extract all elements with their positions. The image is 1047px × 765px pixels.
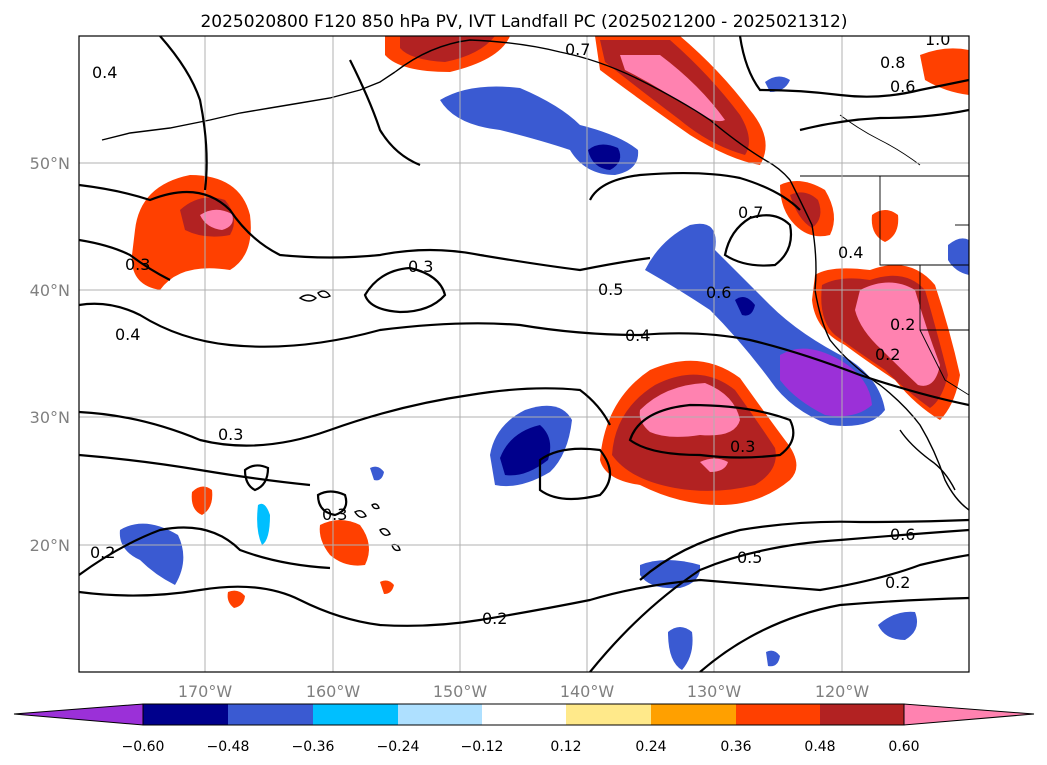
contour-label: 0.5 <box>598 280 623 299</box>
contour-label: 1.0 <box>925 30 950 49</box>
pc-fill-layer <box>119 36 969 670</box>
lat-tick-label: 20°N <box>30 536 70 555</box>
colorbar-bin <box>482 704 566 725</box>
lat-tick-labels: 50°N 40°N 30°N 20°N <box>30 154 70 555</box>
graticule <box>79 36 969 672</box>
contour-label: 0.4 <box>625 326 650 345</box>
colorbar-extend-min <box>13 703 144 726</box>
colorbar-bin <box>566 704 651 725</box>
colorbar-bin <box>398 704 482 725</box>
lon-tick-labels: 170°W 160°W 150°W 140°W 130°W 120°W <box>178 682 870 701</box>
colorbar-bin <box>651 704 736 725</box>
colorbar-bin <box>143 704 228 725</box>
colorbar-bin <box>228 704 313 725</box>
contour-label: 0.6 <box>890 77 915 96</box>
lon-tick-label: 120°W <box>815 682 870 701</box>
lon-tick-label: 140°W <box>560 682 615 701</box>
figure-title: 2025020800 F120 850 hPa PV, IVT Landfall… <box>200 12 847 32</box>
contour-label: 0.3 <box>125 255 150 274</box>
lon-tick-label: 160°W <box>306 682 361 701</box>
lon-tick-label: 150°W <box>433 682 488 701</box>
lon-tick-label: 130°W <box>687 682 742 701</box>
contour-label: 0.3 <box>322 505 347 524</box>
colorbar-bin <box>736 704 820 725</box>
colorbar-frame <box>142 703 905 726</box>
contour-label: 0.4 <box>92 63 117 82</box>
contour-label: 0.2 <box>890 315 915 334</box>
colorbar-extend-max <box>903 703 1035 726</box>
pv-contours <box>79 36 969 672</box>
contour-label: 0.3 <box>730 437 755 456</box>
contour-label: 0.6 <box>706 283 731 302</box>
contour-label: 0.2 <box>482 609 507 628</box>
colorbar-tick-label: −0.36 <box>292 739 335 755</box>
positive-blob-hawaii <box>319 520 369 566</box>
colorbar-tick-label: −0.48 <box>207 739 250 755</box>
political-borders <box>800 114 969 396</box>
contour-label: 0.2 <box>885 573 910 592</box>
contour-label: 0.5 <box>737 548 762 567</box>
contour-label: 0.6 <box>890 525 915 544</box>
contour-label: 0.7 <box>738 203 763 222</box>
contour-label: 0.3 <box>408 257 433 276</box>
contour-label: 0.4 <box>838 243 863 262</box>
lon-tick-label: 170°W <box>178 682 233 701</box>
pv-contour-labels: 0.4 0.7 1.0 0.8 0.6 0.7 0.3 0.3 0.4 0.5 … <box>90 30 950 628</box>
map-area: 0.4 0.7 1.0 0.8 0.6 0.7 0.3 0.3 0.4 0.5 … <box>79 30 969 672</box>
colorbar: −0.60 −0.48 −0.36 −0.24 −0.12 0.12 0.24 … <box>13 703 1035 755</box>
negative-blob-gulf <box>440 86 639 175</box>
contour-label: 0.4 <box>115 325 140 344</box>
lat-tick-label: 50°N <box>30 154 70 173</box>
lat-tick-label: 40°N <box>30 281 70 300</box>
contour-label: 0.7 <box>565 40 590 59</box>
contour-label: 0.3 <box>218 425 243 444</box>
colorbar-tick-label: 0.36 <box>720 739 751 755</box>
contour-label: 0.8 <box>880 53 905 72</box>
contour-label: 0.2 <box>875 345 900 364</box>
colorbar-bin <box>313 704 398 725</box>
map-frame <box>78 35 970 673</box>
colorbar-tick-label: −0.24 <box>377 739 420 755</box>
contour-label: 0.2 <box>90 543 115 562</box>
colorbar-tick-label: 0.48 <box>804 739 835 755</box>
colorbar-tick-label: −0.60 <box>122 739 165 755</box>
coastlines <box>101 39 969 552</box>
colorbar-tick-label: 0.12 <box>550 739 581 755</box>
colorbar-bin <box>820 704 904 725</box>
colorbar-tick-label: −0.12 <box>461 739 504 755</box>
lat-tick-label: 30°N <box>30 408 70 427</box>
colorbar-tick-label: 0.60 <box>888 739 919 755</box>
colorbar-tick-label: 0.24 <box>635 739 666 755</box>
